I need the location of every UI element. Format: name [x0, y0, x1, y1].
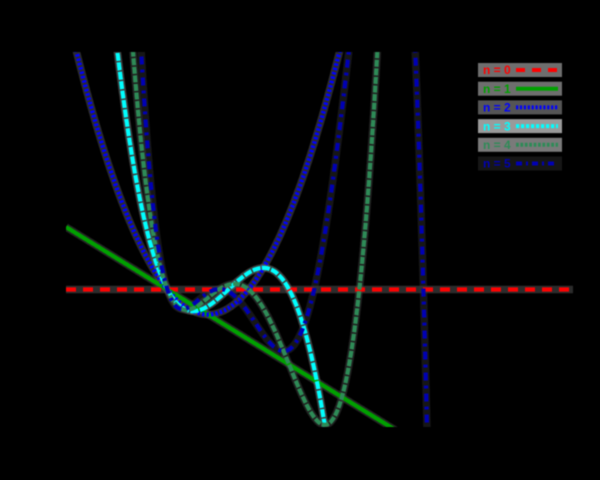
- svg-text:n = 3: n = 3: [483, 119, 511, 133]
- svg-text:n = 1: n = 1: [483, 82, 511, 96]
- svg-text:n = 0: n = 0: [483, 63, 511, 77]
- svg-text:n = 4: n = 4: [483, 138, 511, 152]
- svg-text:n = 5: n = 5: [483, 157, 511, 171]
- svg-text:n = 2: n = 2: [483, 101, 511, 115]
